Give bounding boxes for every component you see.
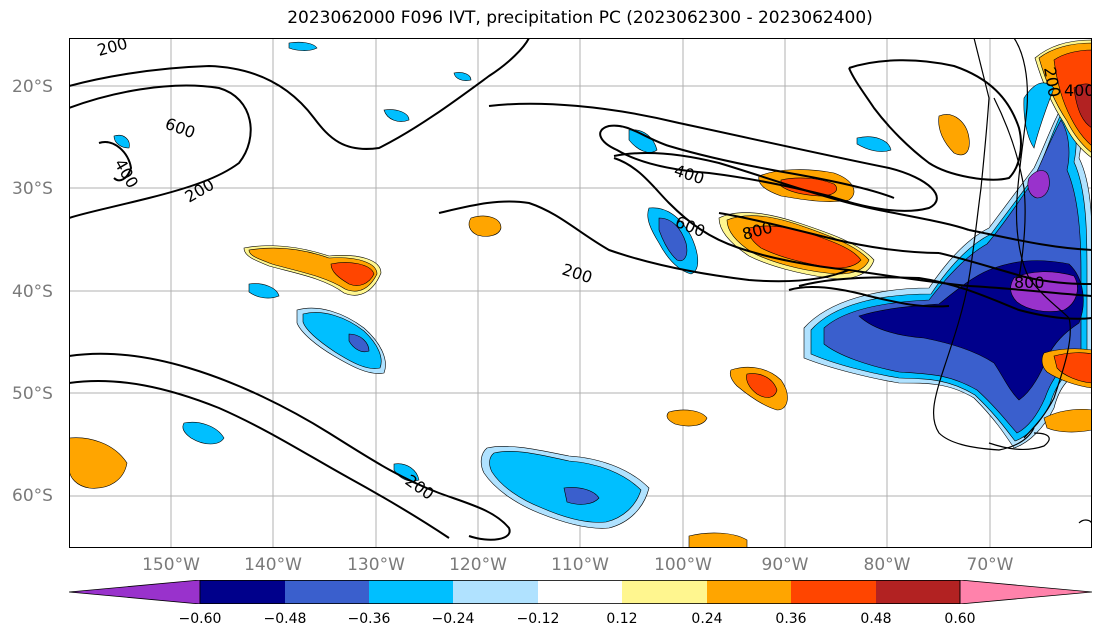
colorbar-tick-1: −0.60 [178,611,222,627]
precip-positive-southwest-orange [69,437,128,489]
colorbar-tick-6: 0.12 [606,611,638,627]
colorbar-tick-3: −0.36 [347,611,391,627]
precip-negative-top-sky-1 [288,41,318,51]
ivt-contour-400-front [613,151,970,231]
precip-positive-front-east-red [780,177,838,197]
colorbar-tick-2: −0.48 [263,611,307,627]
map-title: 2023062000 F096 IVT, precipitation PC (2… [287,8,873,28]
ivt-contour-200-main-south [438,200,850,283]
coastline-tierra-del-fuego [988,432,1050,451]
precip-negative-southcentral-sky [489,451,642,523]
border-internal [993,97,1026,279]
ivt-contour-600-west [69,84,252,219]
ivt-contour-200-northwest [69,38,530,150]
precip-negative-west-blue [348,333,370,353]
contour-label-400-ne: 400 [1064,81,1092,100]
precip-positive-southeast-orange [1043,408,1092,433]
precip-positive-bottom-orange [688,532,748,548]
coastline-southamerica-west [933,38,1035,451]
colorbar-segment-5 [538,580,622,604]
ivt-contour-400-east [968,285,1092,297]
colorbar-segment-1 [200,580,285,604]
precip-negative-north-sky [628,129,658,153]
precip-positive-south-red [746,373,778,398]
colorbar-segment-8 [791,580,876,604]
lat-label-60s: 60°S [12,486,53,506]
colorbar-segment-6 [622,580,707,604]
colorbar-segment-4 [453,580,538,604]
precip-negative-top-sky-3 [383,109,410,122]
ivt-contour-200-south-loop [788,286,950,308]
colorbar-tick-7: 0.24 [691,611,723,627]
lon-label-120w: 120°W [449,555,507,575]
ivt-contour-200-south-outer [69,380,450,539]
precip-shading [69,39,1092,548]
colorbar-segment-over [959,580,1092,604]
colorbar-tick-8: 0.36 [775,611,807,627]
ivt-contour-200-south-inner [798,276,1092,320]
precip-negative-north-east-sky [856,136,892,152]
precip-negative-west-sky [302,312,382,369]
ivt-contour-400-west [98,141,133,182]
precip-negative-top-sky-4 [113,135,130,149]
map-frame [69,38,1092,548]
colorbar-frame [199,580,961,604]
lon-label-140w: 140°W [244,555,302,575]
colorbar-tick-5: −0.12 [516,611,560,627]
lon-label-70w: 70°W [966,555,1014,575]
precip-negative-front-blue [658,217,688,261]
ivt-contour-200-south [69,352,511,541]
ivt-contour-200-main [488,102,938,212]
colorbar-segment-under [69,580,201,604]
precip-negative-sp-sky [248,283,280,299]
lon-label-150w: 150°W [142,555,200,575]
precip-negative-southcentral-blue [563,487,600,505]
lon-label-110w: 110°W [551,555,609,575]
lat-label-30s: 30°S [12,179,53,199]
precip-positive-northeast-red [1053,49,1092,147]
map-panel: 200 600 400 200 400 600 800 200 200 800 … [69,38,1092,548]
colorbar-tick-4: −0.24 [431,611,475,627]
colorbar-segment-2 [285,580,369,604]
ivt-contour-800-front [718,212,940,254]
colorbar-segment-3 [369,580,453,604]
precip-negative-top-sky-2 [453,72,472,81]
precip-negative-chile-north-purple [1027,170,1050,199]
lat-label-20s: 20°S [12,77,53,97]
ivt-contour-200-subtropical [848,59,1022,181]
precip-positive-southpacific-orange [666,409,708,427]
ivt-contour-200-east [968,229,1092,251]
precip-positive-west-red [330,262,375,286]
precip-negative-chile-sky [1023,82,1055,149]
precip-positive-northeast-firebrick [1073,83,1092,129]
colorbar-segment-9 [876,580,960,604]
lon-label-130w: 130°W [347,555,405,575]
precip-positive-centre-orange [468,215,502,237]
precip-positive-chile-orange [938,114,970,156]
contour-label-800-east: 800 [1014,273,1045,292]
lon-label-80w: 80°W [863,555,911,575]
lat-label-50s: 50°S [12,384,53,404]
lat-label-40s: 40°S [12,282,53,302]
colorbar [69,580,1092,604]
lon-label-90w: 90°W [761,555,809,575]
coastline-southamerica-east [1013,38,1071,439]
colorbar-tick-9: 0.48 [860,611,892,627]
precip-negative-southwest-sky [182,421,225,445]
colorbar-tick-10: 0.60 [944,611,976,627]
colorbar-segment-7 [707,580,791,604]
coastline [933,38,1092,525]
ivt-contours [69,38,1092,541]
lon-label-100w: 100°W [654,555,712,575]
